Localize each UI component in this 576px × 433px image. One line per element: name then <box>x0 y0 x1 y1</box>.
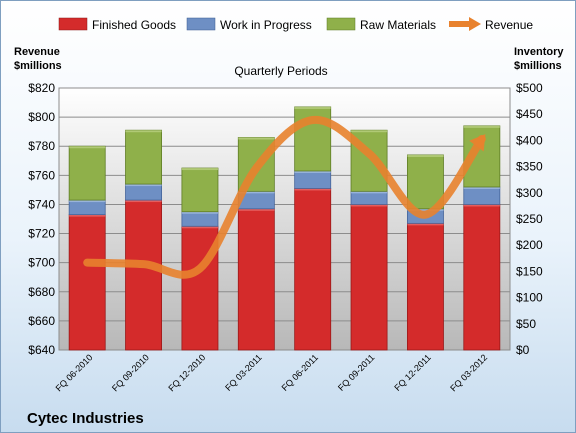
legend-label-revenue: Revenue <box>485 18 533 32</box>
bar-highlight <box>181 168 218 171</box>
bar-finished-goods <box>68 214 106 351</box>
chart-title: Quarterly Periods <box>234 64 327 78</box>
bar-highlight <box>69 214 106 217</box>
y-left-tick-label: $800 <box>28 110 55 124</box>
bar-finished-goods <box>350 204 388 351</box>
legend-swatch-finished-goods <box>58 17 88 31</box>
revenue-arrowhead <box>469 134 486 152</box>
y-left-tick-label: $760 <box>28 168 55 182</box>
y-right-title-line1: Inventory <box>514 46 564 58</box>
bar-work-in-progress <box>68 199 106 216</box>
company-name: Cytec Industries <box>27 410 144 427</box>
legend-arrowhead-revenue <box>469 17 481 31</box>
bar-raw-materials <box>181 167 219 213</box>
x-tick-label: FQ 03-2011 <box>223 352 264 393</box>
x-tick-label: FQ 06-2010 <box>54 352 95 393</box>
y-left-tick-label: $720 <box>28 227 55 241</box>
bar-highlight <box>294 106 331 109</box>
y-right-tick-label: $350 <box>516 160 543 174</box>
bar-highlight <box>407 223 444 226</box>
bar-highlight <box>463 204 500 207</box>
legend-label-work-in-progress: Work in Progress <box>220 18 312 32</box>
y-left-tick-label: $740 <box>28 197 55 211</box>
y-right-tick-label: $450 <box>516 107 543 121</box>
x-tick-label: FQ 12-2010 <box>166 352 207 393</box>
bar-highlight <box>238 137 275 140</box>
bar-highlight <box>181 211 218 214</box>
revenue-line <box>83 116 486 279</box>
y-left-tick-label: $820 <box>28 81 55 95</box>
y-left-ticks: $640 $660 $680 $700 $720 $740 $760 $780 $800 $820 <box>28 81 55 357</box>
bar-finished-goods <box>294 188 332 351</box>
bar-highlight <box>125 130 162 133</box>
bar-highlight <box>125 200 162 203</box>
y-left-tick-label: $680 <box>28 285 55 299</box>
bar-highlight <box>463 186 500 189</box>
y-left-tick-label: $700 <box>28 256 55 270</box>
bar-highlight <box>407 208 444 211</box>
y-right-tick-label: $200 <box>516 238 543 252</box>
y-right-title-line2: $millions <box>514 60 562 72</box>
bar-finished-goods <box>125 199 163 351</box>
x-tick-label: FQ 03-2012 <box>448 352 489 393</box>
y-right-ticks: $0 $50 $100 $150 $200 $250 $300 $350 $400 $450 $50… <box>516 81 543 357</box>
x-ticks: FQ 06-2010 FQ 09-2010 FQ 12-2010 FQ 03-2011… <box>54 352 490 393</box>
y-left-tick-label: $660 <box>28 314 55 328</box>
y-right-tick-label: $250 <box>516 212 543 226</box>
bar-highlight <box>351 204 388 207</box>
bar-highlight <box>69 200 106 203</box>
x-tick-label: FQ 09-2011 <box>336 352 377 393</box>
bar-finished-goods <box>237 208 275 351</box>
x-tick-label: FQ 12-2011 <box>392 352 433 393</box>
y-right-tick-label: $150 <box>516 264 543 278</box>
bar-highlight <box>69 146 106 149</box>
bar-highlight <box>238 208 275 211</box>
y-right-tick-label: $100 <box>516 291 543 305</box>
bar-finished-goods <box>463 204 501 351</box>
legend-label-raw-materials: Raw Materials <box>360 18 436 32</box>
bar-work-in-progress <box>181 211 219 227</box>
bar-highlight <box>351 130 388 133</box>
y-right-tick-label: $400 <box>516 133 543 147</box>
legend: Finished Goods Work in Progress Raw Mate… <box>58 17 533 32</box>
bar-highlight <box>238 191 275 194</box>
bar-raw-materials <box>68 145 106 201</box>
bar-highlight <box>351 191 388 194</box>
bar-raw-materials <box>125 129 163 185</box>
y-left-tick-label: $640 <box>28 343 55 357</box>
bar-work-in-progress <box>294 170 332 189</box>
bar-highlight <box>463 125 500 128</box>
bar-highlight <box>125 184 162 187</box>
x-tick-label: FQ 09-2010 <box>110 352 151 393</box>
bar-highlight <box>294 170 331 173</box>
y-left-tick-label: $780 <box>28 139 55 153</box>
legend-label-finished-goods: Finished Goods <box>92 18 176 32</box>
bar-finished-goods <box>406 222 444 351</box>
revenue-line-path <box>83 116 486 279</box>
y-right-tick-label: $500 <box>516 81 543 95</box>
legend-swatch-raw-materials <box>326 17 356 31</box>
legend-swatch-work-in-progress <box>186 17 216 31</box>
y-left-title-line1: Revenue <box>14 46 60 58</box>
bar-highlight <box>294 188 331 191</box>
bar-raw-materials <box>406 154 444 210</box>
x-tick-label: FQ 06-2011 <box>280 352 321 393</box>
bar-work-in-progress <box>125 183 163 201</box>
y-right-tick-label: $300 <box>516 186 543 200</box>
bar-work-in-progress <box>463 186 501 205</box>
bar-highlight <box>181 226 218 229</box>
y-left-title-line2: $millions <box>14 60 62 72</box>
y-right-tick-label: $50 <box>516 317 536 331</box>
y-right-tick-label: $0 <box>516 343 530 357</box>
bar-highlight <box>407 154 444 157</box>
